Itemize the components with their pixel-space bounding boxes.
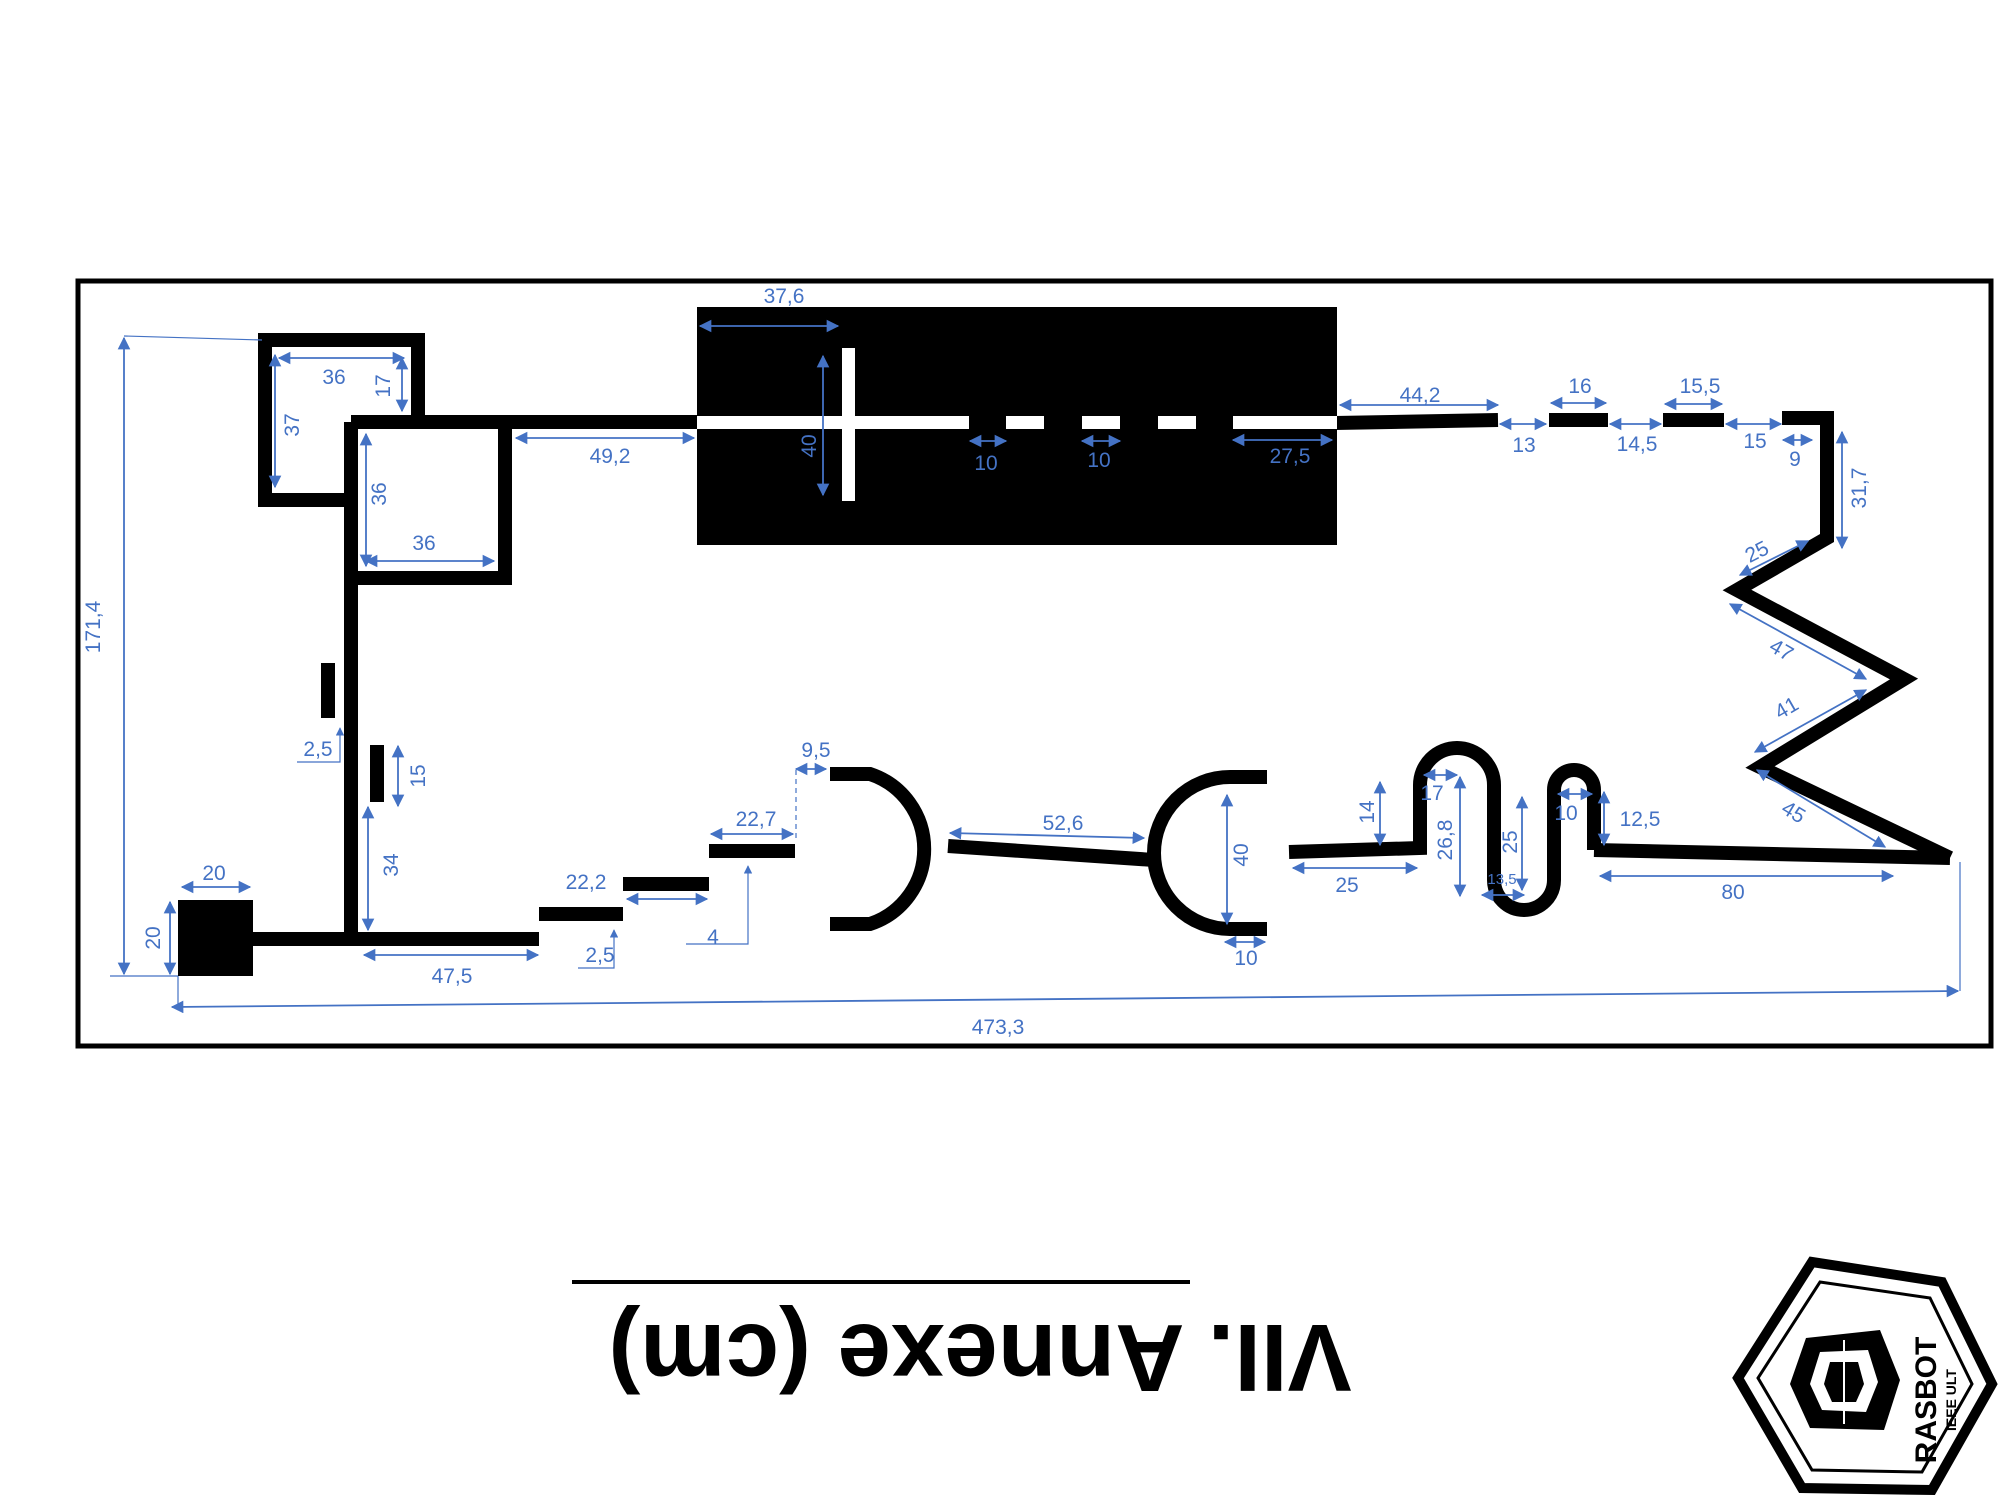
left-bracket (830, 767, 932, 931)
dim-start-straight: 47,5 (432, 965, 473, 988)
dim-bracket-stub: 10 (1234, 947, 1257, 970)
dim-step-rise: 4 (707, 926, 719, 949)
dim-upper-box-height: 37 (281, 413, 304, 436)
black-zone-white-dash-1 (1006, 416, 1044, 429)
rasbot-logo: RASBOT IEEE ULT (1732, 1256, 1998, 1496)
dim-wave-height: 26,8 (1434, 820, 1457, 861)
dim-overall-height: 171,4 (82, 600, 105, 653)
bottom-straight (1593, 843, 1951, 865)
dim-top-gap-1: 13 (1512, 434, 1535, 457)
dim-step-1-rise: 2,5 (585, 944, 614, 967)
dim-step-2: 22,2 (566, 871, 607, 894)
dim-gap-2: 10 (1087, 449, 1110, 472)
dim-wave-top-width: 17 (1420, 782, 1443, 805)
robot-head-icon (1790, 1330, 1900, 1430)
dim-top-seg-3: 15,5 (1680, 375, 1721, 398)
upper-box (258, 333, 425, 507)
bracket-link (947, 839, 1155, 867)
left-dash-1 (321, 663, 335, 718)
dim-top-seg-1: 44,2 (1400, 384, 1441, 407)
black-zone-white-line-1 (697, 416, 969, 429)
dim-cross-height: 40 (798, 434, 821, 457)
dim-top-gap-2: 14,5 (1617, 433, 1658, 456)
black-zone-white-dash-3 (1158, 416, 1196, 429)
dim-bottom-straight: 80 (1721, 881, 1744, 904)
dim-overall-width: 473,3 (972, 1016, 1025, 1039)
dim-lower-box-height: 36 (368, 482, 391, 505)
dim-left-vertical: 34 (380, 853, 403, 877)
dim-to-black-zone: 49,2 (590, 445, 631, 468)
logo-subtitle: IEEE ULT (1943, 1369, 1959, 1431)
dim-wave-bottom-width: 13,5 (1487, 871, 1516, 888)
dim-zigzag-3: 41 (1771, 693, 1803, 725)
logo-name: RASBOT (1910, 1337, 1943, 1464)
dim-bracket-height: 40 (1230, 843, 1253, 866)
dim-black-zone-exit: 27,5 (1270, 445, 1311, 468)
dim-right-vertical: 31,7 (1848, 468, 1871, 509)
lower-box (351, 415, 512, 585)
start-box (178, 900, 253, 976)
dim-wave-inner-height: 25 (1499, 830, 1522, 853)
dim-zigzag-1: 25 (1741, 537, 1772, 568)
track (178, 333, 1954, 976)
wave (1288, 741, 1601, 917)
dim-wave-end: 12,5 (1620, 808, 1661, 831)
dim-zigzag-4: 45 (1777, 797, 1809, 829)
left-dash-2 (370, 745, 384, 802)
dim-start-box-width: 20 (202, 862, 225, 885)
page-title: VII. Annexe (cm) (608, 1304, 1351, 1411)
dim-upper-box-width: 36 (322, 366, 345, 389)
black-zone-cross-vertical (842, 348, 855, 501)
dim-wave-entry: 25 (1335, 874, 1358, 897)
dim-top-seg-4: 9 (1789, 448, 1801, 471)
dim-upper-box-notch: 17 (372, 374, 395, 397)
page-title-text: VII. Annexe (cm) (608, 1304, 1351, 1411)
black-zone-white-line-2 (1233, 416, 1337, 429)
diagram-frame (75, 278, 1994, 1049)
dimension-labels: 473,3 171,4 20 20 47,5 34 15 2,5 37 36 1… (82, 285, 1871, 1039)
dim-start-box-height: 20 (142, 926, 165, 949)
right-zigzag (1722, 411, 1954, 865)
black-zone-white-dash-2 (1082, 416, 1120, 429)
dim-lower-box-width: 36 (412, 532, 435, 555)
dim-black-zone-offset: 37,6 (764, 285, 805, 308)
dimension-lines (110, 319, 1961, 1014)
dim-top-seg-2: 16 (1568, 375, 1591, 398)
black-zone (697, 307, 1337, 545)
dim-top-gap-3: 15 (1743, 430, 1766, 453)
dim-wave-rise: 14 (1356, 800, 1379, 824)
dim-gap-1: 10 (974, 452, 997, 475)
dim-step-3: 22,7 (736, 808, 777, 831)
dim-step-gap: 9,5 (801, 739, 830, 762)
dim-left-dash-height: 15 (407, 764, 430, 787)
dim-left-dash-offset: 2,5 (303, 738, 332, 761)
dim-wave-loop-width: 10 (1554, 802, 1577, 825)
dim-bracket-link: 52,6 (1043, 812, 1084, 835)
top-line-1 (1334, 413, 1499, 430)
